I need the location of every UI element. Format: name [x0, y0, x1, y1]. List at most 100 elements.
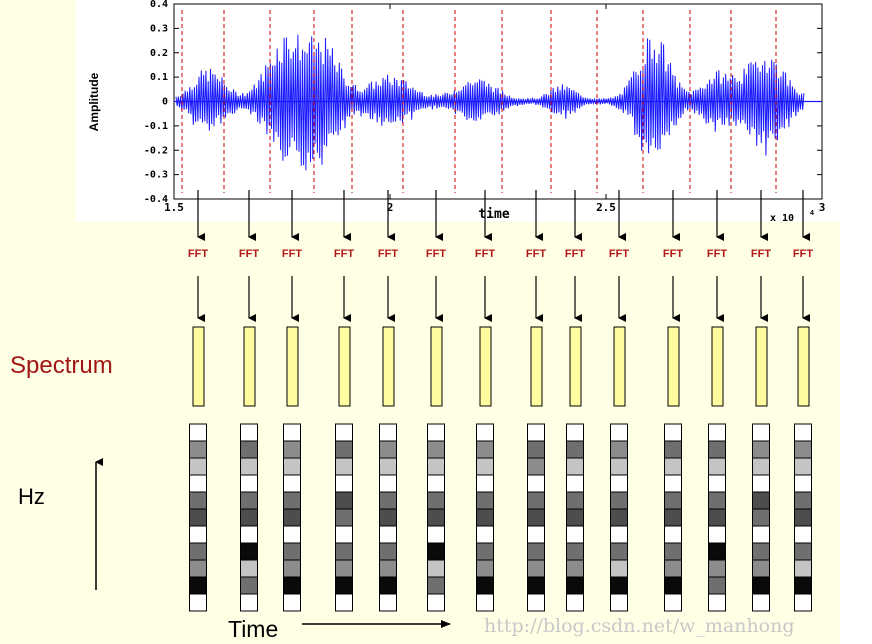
spectrogram-cell	[752, 576, 770, 595]
spectrum-bar	[192, 326, 205, 407]
spectrogram-cell	[527, 423, 545, 442]
spectrum-bar	[479, 326, 492, 407]
spectrogram-cell	[189, 542, 207, 561]
spectrum-bar	[338, 326, 351, 407]
spectrogram-cell	[566, 542, 584, 561]
spectrum-bar	[797, 326, 810, 407]
spectrogram-cell	[427, 508, 445, 527]
spectrogram-cell	[527, 593, 545, 612]
spectrogram-cell	[335, 491, 353, 510]
spectrogram-cell	[427, 423, 445, 442]
spectrogram-cell	[664, 440, 682, 459]
spectrogram-cell	[752, 440, 770, 459]
spectrogram-cell	[752, 559, 770, 578]
spectrogram-cell	[240, 525, 258, 544]
spectrogram-cell	[476, 559, 494, 578]
spectrogram-cell	[794, 491, 812, 510]
spectrogram-cell	[427, 525, 445, 544]
spectrogram-cell	[379, 491, 397, 510]
spectrogram-cell	[610, 525, 628, 544]
spectrogram-cell	[240, 491, 258, 510]
spectrogram-cell	[335, 457, 353, 476]
spectrogram-cell	[240, 593, 258, 612]
fft-label: FFT	[792, 248, 814, 260]
spectrogram-cell	[476, 508, 494, 527]
spectrum-bar	[430, 326, 443, 407]
spectrogram-cell	[794, 593, 812, 612]
spectrogram-cell	[527, 474, 545, 493]
spectrogram-cell	[379, 474, 397, 493]
spectrum-bar	[711, 326, 724, 407]
spectrogram-cell	[566, 508, 584, 527]
fft-label: FFT	[706, 248, 728, 260]
spectrogram-cell	[335, 559, 353, 578]
spectrogram-cell	[335, 576, 353, 595]
spectrogram-cell	[427, 559, 445, 578]
fft-label: FFT	[377, 248, 399, 260]
spectrogram-cell	[566, 474, 584, 493]
spectrogram-cell	[379, 525, 397, 544]
fft-label: FFT	[425, 248, 447, 260]
spectrogram-cell	[379, 508, 397, 527]
spectrum-bar	[243, 326, 256, 407]
spectrogram-cell	[708, 559, 726, 578]
spectrogram-cell	[664, 508, 682, 527]
spectrogram-cell	[708, 491, 726, 510]
spectrogram-cell	[189, 440, 207, 459]
spectrogram-cell	[794, 576, 812, 595]
y-tick-label: 0.2	[150, 48, 168, 59]
spectrogram-cell	[240, 457, 258, 476]
fft-label: FFT	[333, 248, 355, 260]
waveform-trace	[175, 34, 805, 171]
spectrogram-cell	[527, 559, 545, 578]
spectrogram-cell	[335, 593, 353, 612]
spectrogram-cell	[664, 491, 682, 510]
spectrogram-cell	[427, 457, 445, 476]
x-exponent-power: 4	[810, 210, 814, 217]
spectrum-bar	[755, 326, 768, 407]
spectrogram-cell	[283, 559, 301, 578]
y-axis-label: Amplitude	[87, 72, 101, 131]
spectrogram-cell	[379, 423, 397, 442]
fft-label: FFT	[187, 248, 209, 260]
spectrogram-cell	[476, 474, 494, 493]
spectrogram-cell	[794, 559, 812, 578]
spectrogram-cell	[335, 508, 353, 527]
fft-label: FFT	[238, 248, 260, 260]
spectrogram-cell	[240, 423, 258, 442]
x-tick-label: 3	[819, 201, 826, 214]
spectrogram-cell	[379, 440, 397, 459]
frame-arrows	[197, 190, 810, 322]
spectrogram-cell	[283, 508, 301, 527]
spectrogram-cell	[379, 593, 397, 612]
spectrogram-cell	[708, 457, 726, 476]
spectrogram-cell	[664, 525, 682, 544]
spectrogram-cell	[240, 474, 258, 493]
x-tick-label: 2.5	[596, 201, 616, 214]
fft-label: FFT	[525, 248, 547, 260]
spectrogram-cell	[427, 576, 445, 595]
spectrogram-cell	[240, 576, 258, 595]
spectrogram-cell	[610, 508, 628, 527]
spectrum-bar	[667, 326, 680, 407]
spectrogram-cell	[189, 457, 207, 476]
spectrogram-cell	[610, 491, 628, 510]
spectrogram-cell	[610, 593, 628, 612]
spectrogram-cell	[283, 542, 301, 561]
fft-label: FFT	[608, 248, 630, 260]
spectrogram-cell	[752, 525, 770, 544]
spectrogram-cell	[610, 457, 628, 476]
spectrogram-cell	[189, 525, 207, 544]
spectrogram-cell	[752, 423, 770, 442]
spectrogram-cell	[664, 457, 682, 476]
spectrogram-cell	[527, 576, 545, 595]
fft-label: FFT	[564, 248, 586, 260]
y-tick-label: 0.1	[150, 72, 168, 83]
spectrogram-cell	[752, 508, 770, 527]
spectrogram-cell	[566, 593, 584, 612]
spectrogram-cell	[427, 491, 445, 510]
spectrogram-cell	[708, 440, 726, 459]
time-label: Time	[228, 616, 279, 642]
spectrogram-cell	[794, 423, 812, 442]
